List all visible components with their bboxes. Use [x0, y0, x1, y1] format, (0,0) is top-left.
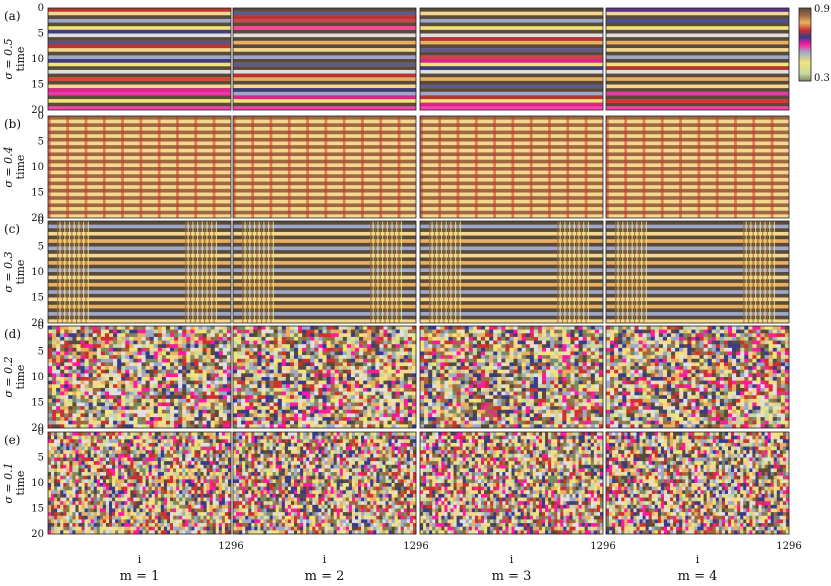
y-tick-label: 0	[38, 111, 44, 122]
y-tick-label: 0	[38, 427, 44, 438]
y-tick-label: 15	[31, 80, 44, 91]
colorbar-max-label: 0.9	[814, 4, 830, 15]
heatmap-panel	[47, 7, 232, 111]
x-end-tick-label: 1296	[776, 541, 801, 552]
y-axis-label: time	[14, 260, 27, 285]
heatmap-panel	[47, 115, 232, 219]
heatmap-panel	[605, 220, 790, 324]
x-axis-label: i	[696, 553, 700, 566]
row-sigma-label: σ = 0.2	[2, 356, 15, 397]
x-axis-label: i	[323, 553, 327, 566]
heatmap-panel	[232, 7, 417, 111]
panel-label: (d)	[4, 327, 21, 341]
y-tick-label: 5	[38, 347, 44, 358]
panel-label: (b)	[4, 117, 21, 131]
heatmap-panel	[605, 325, 790, 429]
y-tick-label: 15	[31, 293, 44, 304]
y-tick-label: 20	[31, 318, 44, 329]
heatmap-panel	[419, 7, 604, 111]
x-end-tick-label: 1296	[403, 541, 428, 552]
row-sigma-label: σ = 0.3	[2, 251, 15, 292]
row-sigma-label: σ = 0.4	[2, 146, 15, 187]
heatmap-panel	[605, 7, 790, 111]
heatmap-panel	[232, 325, 417, 429]
heatmap-panel	[232, 431, 417, 535]
y-tick-label: 10	[31, 478, 44, 489]
y-tick-label: 10	[31, 372, 44, 383]
heatmap-panel	[232, 220, 417, 324]
row-sigma-label: σ = 0.5	[2, 38, 15, 79]
y-tick-label: 0	[38, 216, 44, 227]
panel-label: (a)	[4, 9, 21, 23]
heatmap-panel	[419, 115, 604, 219]
y-tick-label: 20	[31, 529, 44, 540]
heatmap-panel	[232, 115, 417, 219]
colorbar-gradient	[798, 7, 812, 82]
column-label: m = 2	[305, 569, 345, 584]
y-tick-label: 15	[31, 504, 44, 515]
column-label: m = 1	[120, 569, 160, 584]
y-tick-label: 15	[31, 398, 44, 409]
y-tick-label: 0	[38, 321, 44, 332]
heatmap-panel	[47, 325, 232, 429]
heatmap-panel	[419, 325, 604, 429]
panel-label: (e)	[4, 433, 20, 447]
column-label: m = 4	[678, 569, 718, 584]
y-tick-label: 20	[31, 423, 44, 434]
y-tick-label: 15	[31, 188, 44, 199]
heatmap-panel	[419, 220, 604, 324]
heatmap-panel	[47, 220, 232, 324]
y-tick-label: 5	[38, 242, 44, 253]
y-tick-label: 0	[38, 3, 44, 14]
y-axis-label: time	[14, 155, 27, 180]
y-tick-label: 20	[31, 213, 44, 224]
row-sigma-label: σ = 0.1	[2, 462, 15, 503]
heatmap-panel	[47, 431, 232, 535]
panel-label: (c)	[4, 222, 20, 236]
y-axis-label: time	[14, 471, 27, 496]
x-end-tick-label: 1296	[590, 541, 615, 552]
colorbar-min-label: 0.3	[814, 73, 830, 84]
y-tick-label: 5	[38, 137, 44, 148]
x-axis-label: i	[138, 553, 142, 566]
y-tick-label: 20	[31, 105, 44, 116]
y-tick-label: 5	[38, 453, 44, 464]
y-tick-label: 10	[31, 267, 44, 278]
column-label: m = 3	[492, 569, 532, 584]
y-axis-label: time	[14, 365, 27, 390]
y-tick-label: 10	[31, 162, 44, 173]
colorbar: 0.9 0.3	[798, 4, 830, 84]
heatmap-panel	[605, 431, 790, 535]
heatmap-panel	[419, 431, 604, 535]
y-axis-label: time	[14, 47, 27, 72]
x-end-tick-label: 1296	[218, 541, 243, 552]
heatmap-panel	[605, 115, 790, 219]
heatmap-grid	[47, 7, 790, 535]
y-tick-label: 10	[31, 54, 44, 65]
x-axis-label: i	[510, 553, 514, 566]
y-tick-label: 5	[38, 29, 44, 40]
